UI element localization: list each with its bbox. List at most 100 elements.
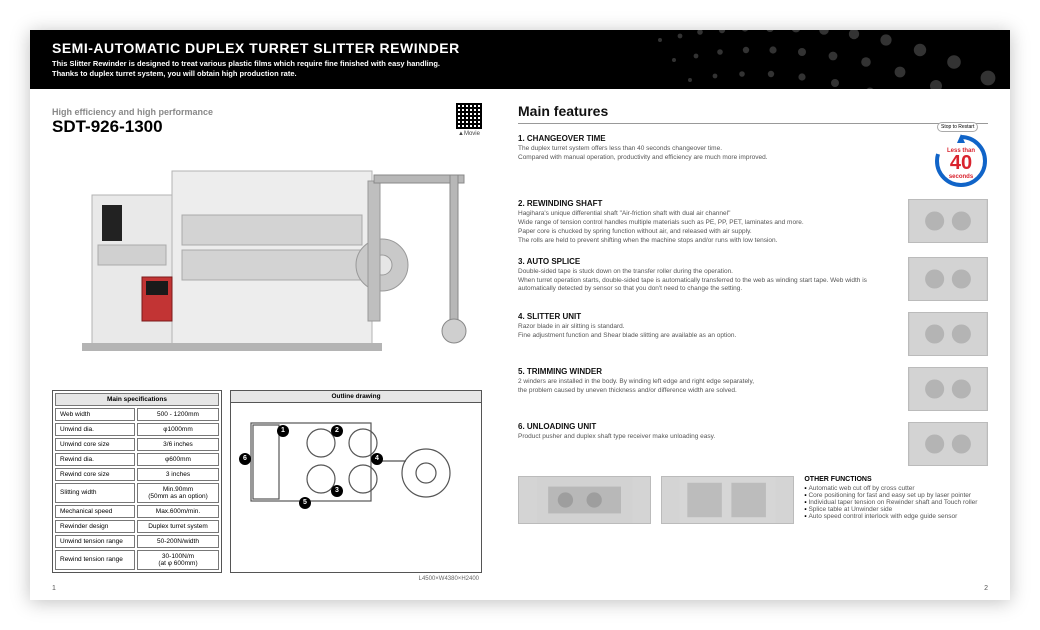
- spec-row: Unwind tension range50-200N/width: [55, 535, 219, 548]
- feature-thumb: [908, 312, 988, 356]
- model-number: SDT-926-1300: [52, 117, 213, 137]
- feature-title: 1. CHANGEOVER TIME: [518, 134, 924, 143]
- feature-text: 2. REWINDING SHAFT Hagihara's unique diff…: [518, 199, 898, 247]
- other-item: Auto speed control interlock with edge g…: [804, 513, 988, 520]
- other-img-1: [518, 476, 651, 524]
- spec-row: Rewinder designDuplex turret system: [55, 520, 219, 533]
- feature-text: 5. TRIMMING WINDER 2 winders are installe…: [518, 367, 898, 396]
- feature-title: 6. UNLOADING UNIT: [518, 422, 898, 431]
- spec-table: Main specifications Web width500 - 1200m…: [52, 390, 222, 573]
- spec-key: Rewind dia.: [55, 453, 135, 466]
- feature-title: 4. SLITTER UNIT: [518, 312, 898, 321]
- spec-title: Main specifications: [55, 393, 219, 406]
- spec-val: 3 inches: [137, 468, 219, 481]
- feature-text: 3. AUTO SPLICE Double-sided tape is stuck…: [518, 257, 898, 294]
- other-item: Core positioning for fast and easy set u…: [804, 492, 988, 499]
- spec-key: Rewind tension range: [55, 550, 135, 570]
- spec-key: Mechanical speed: [55, 505, 135, 518]
- spec-val: 500 - 1200mm: [137, 408, 219, 421]
- svg-text:40: 40: [950, 152, 972, 174]
- feature-thumb: [908, 367, 988, 411]
- header-dots: [630, 30, 1010, 89]
- other-functions: OTHER FUNCTIONS Automatic web cut off by…: [804, 476, 988, 524]
- other-img-2: [661, 476, 794, 524]
- callout-3: 3: [331, 485, 343, 497]
- main-features-title: Main features: [518, 103, 988, 124]
- qr-label: ▲Movie: [458, 131, 480, 137]
- spec-row: Rewind tension range30-100N/m (at φ 600m…: [55, 550, 219, 570]
- spec-key: Rewinder design: [55, 520, 135, 533]
- page-number-left: 1: [52, 585, 56, 592]
- features-list: 1. CHANGEOVER TIME The duplex turret syst…: [518, 134, 988, 467]
- feature-row: 5. TRIMMING WINDER 2 winders are installe…: [518, 367, 988, 411]
- feature-title: 3. AUTO SPLICE: [518, 257, 898, 266]
- feature-row: 1. CHANGEOVER TIME The duplex turret syst…: [518, 134, 988, 188]
- feature-text: 6. UNLOADING UNIT Product pusher and dupl…: [518, 422, 898, 442]
- spec-val: φ1000mm: [137, 423, 219, 436]
- page-number-right: 2: [984, 585, 988, 592]
- feature-title: 2. REWINDING SHAFT: [518, 199, 898, 208]
- feature-thumb: [908, 257, 988, 301]
- spec-key: Unwind dia.: [55, 423, 135, 436]
- callout-6: 6: [239, 453, 251, 465]
- spec-row: Web width500 - 1200mm: [55, 408, 219, 421]
- outline-caption: L4500×W4380×H2400: [419, 576, 479, 582]
- feature-row: 4. SLITTER UNIT Razor blade in air slitti…: [518, 312, 988, 356]
- feature-desc: Razor blade in air slitting is standard.…: [518, 323, 898, 340]
- other-item: Individual taper tension on Rewinder sha…: [804, 499, 988, 506]
- efficiency-subhead: High efficiency and high performance: [52, 107, 213, 117]
- callout-5: 5: [299, 497, 311, 509]
- callout-1: 1: [277, 425, 289, 437]
- timer-tag: Stop to Restart: [937, 122, 978, 132]
- qr-area: ▲Movie: [456, 103, 482, 137]
- right-page: Main features 1. CHANGEOVER TIME The dupl…: [518, 103, 988, 573]
- spec-val: φ600mm: [137, 453, 219, 466]
- feature-desc: 2 winders are installed in the body. By …: [518, 378, 898, 395]
- feature-title: 5. TRIMMING WINDER: [518, 367, 898, 376]
- spec-row: Slitting widthMin.90mm (50mm as an optio…: [55, 483, 219, 503]
- timer-badge: Stop to RestartLess than40seconds: [934, 134, 988, 188]
- spec-key: Unwind tension range: [55, 535, 135, 548]
- spec-val: 50-200N/width: [137, 535, 219, 548]
- feature-desc: Hagihara's unique differential shaft "Ai…: [518, 210, 898, 246]
- spec-key: Web width: [55, 408, 135, 421]
- left-page: High efficiency and high performance SDT…: [52, 103, 482, 573]
- spec-row: Mechanical speedMax.600m/min.: [55, 505, 219, 518]
- spec-val: 30-100N/m (at φ 600mm): [137, 550, 219, 570]
- feature-row: 2. REWINDING SHAFT Hagihara's unique diff…: [518, 199, 988, 247]
- spec-val: 3/6 inches: [137, 438, 219, 451]
- outline-drawing: [231, 403, 481, 513]
- feature-desc: Double-sided tape is stuck down on the t…: [518, 268, 898, 293]
- spec-key: Slitting width: [55, 483, 135, 503]
- feature-desc: Product pusher and duplex shaft type rec…: [518, 433, 898, 441]
- spec-key: Unwind core size: [55, 438, 135, 451]
- outline-drawing-box: Outline drawing: [230, 390, 482, 573]
- feature-text: 1. CHANGEOVER TIME The duplex turret syst…: [518, 134, 924, 163]
- spec-val: Duplex turret system: [137, 520, 219, 533]
- feature-row: 6. UNLOADING UNIT Product pusher and dupl…: [518, 422, 988, 466]
- spec-row: Rewind core size3 inches: [55, 468, 219, 481]
- callout-2: 2: [331, 425, 343, 437]
- spec-row: Rewind dia.φ600mm: [55, 453, 219, 466]
- spec-key: Rewind core size: [55, 468, 135, 481]
- spec-row: Unwind dia.φ1000mm: [55, 423, 219, 436]
- other-item: Automatic web cut off by cross cutter: [804, 485, 988, 492]
- content-area: High efficiency and high performance SDT…: [30, 89, 1010, 583]
- feature-text: 4. SLITTER UNIT Razor blade in air slitti…: [518, 312, 898, 341]
- spec-val: Max.600m/min.: [137, 505, 219, 518]
- feature-thumb: [908, 422, 988, 466]
- spec-val: Min.90mm (50mm as an option): [137, 483, 219, 503]
- qr-code-icon: [456, 103, 482, 129]
- header-bar: SEMI-AUTOMATIC DUPLEX TURRET SLITTER REW…: [30, 30, 1010, 89]
- other-item: Splice table at Unwinder side: [804, 506, 988, 513]
- brochure-spread: SEMI-AUTOMATIC DUPLEX TURRET SLITTER REW…: [30, 30, 1010, 600]
- callout-4: 4: [371, 453, 383, 465]
- feature-thumb: [908, 199, 988, 243]
- spec-row: Unwind core size3/6 inches: [55, 438, 219, 451]
- other-title: OTHER FUNCTIONS: [804, 476, 988, 483]
- svg-text:seconds: seconds: [949, 174, 974, 180]
- feature-row: 3. AUTO SPLICE Double-sided tape is stuck…: [518, 257, 988, 301]
- feature-desc: The duplex turret system offers less tha…: [518, 145, 924, 162]
- machine-image: [52, 145, 482, 375]
- other-functions-row: OTHER FUNCTIONS Automatic web cut off by…: [518, 476, 988, 524]
